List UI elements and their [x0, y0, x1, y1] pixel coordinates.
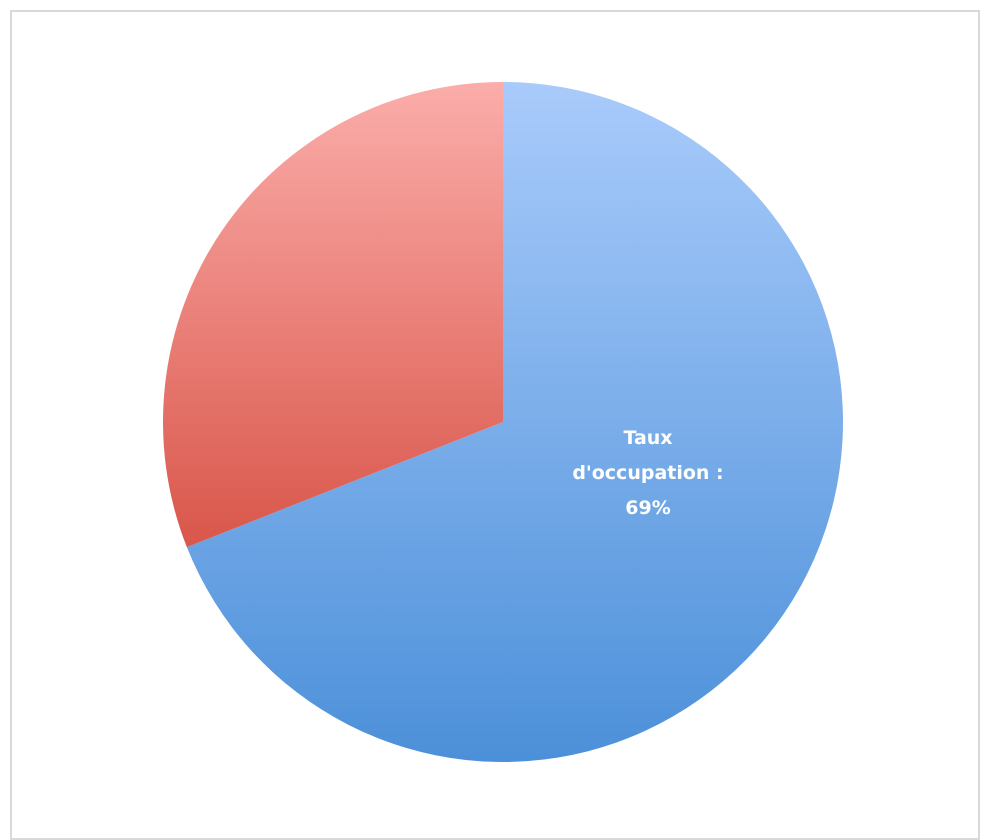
- pie-slice-remainder: [162, 82, 503, 548]
- slice-data-label: Taux d'occupation : 69%: [548, 421, 748, 526]
- slice-label-line-1: Taux: [623, 427, 673, 449]
- slice-label-line-2: d'occupation :: [572, 462, 724, 484]
- slice-label-line-3: 69%: [625, 497, 671, 519]
- pie-slice-taux-occupation: [186, 82, 843, 762]
